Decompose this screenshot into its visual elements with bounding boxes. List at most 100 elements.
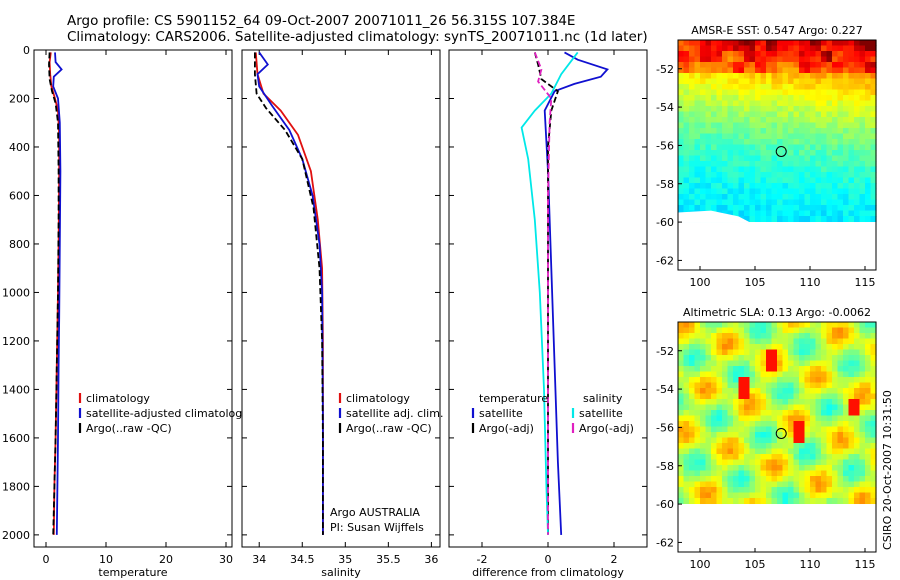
heatmap-cell	[832, 117, 839, 124]
heatmap-cell	[810, 106, 817, 113]
heatmap-cell	[733, 166, 740, 173]
heatmap-cell	[760, 155, 767, 162]
heatmap-cell	[777, 155, 784, 162]
heatmap-cell	[722, 84, 729, 91]
heatmap-cell	[810, 338, 817, 345]
heatmap-cell	[865, 210, 872, 217]
heatmap-cell	[771, 476, 778, 483]
heatmap-cell	[694, 393, 701, 400]
heatmap-cell	[782, 188, 789, 195]
heatmap-cell	[700, 172, 707, 179]
heatmap-cell	[733, 344, 740, 351]
heatmap-cell	[738, 199, 745, 206]
heatmap-cell	[760, 333, 767, 340]
heatmap-cell	[837, 355, 844, 362]
heatmap-cell	[711, 465, 718, 472]
heatmap-cell	[733, 437, 740, 444]
heatmap-cell	[788, 410, 795, 417]
heatmap-cell	[744, 62, 751, 69]
heatmap-cell	[766, 454, 773, 461]
heatmap-cell	[689, 432, 696, 439]
heatmap-cell	[837, 360, 844, 367]
heatmap-cell	[837, 465, 844, 472]
heatmap-cell	[815, 62, 822, 69]
heatmap-cell	[711, 344, 718, 351]
heatmap-cell	[804, 117, 811, 124]
heatmap-cell	[755, 470, 762, 477]
heatmap-cell	[771, 62, 778, 69]
heatmap-cell	[678, 349, 685, 356]
heatmap-cell	[815, 481, 822, 488]
heatmap-cell	[744, 73, 751, 80]
heatmap-cell	[738, 122, 745, 129]
heatmap-cell	[793, 84, 800, 91]
heatmap-cell	[755, 360, 762, 367]
heatmap-cell	[837, 426, 844, 433]
y-tick-label: 1400	[2, 383, 30, 396]
heatmap-cell	[782, 144, 789, 151]
heatmap-cell	[788, 333, 795, 340]
heatmap-cell	[749, 155, 756, 162]
heatmap-cell	[777, 377, 784, 384]
heatmap-cell	[865, 437, 872, 444]
heatmap-cell	[771, 205, 778, 212]
heatmap-cell	[788, 188, 795, 195]
heatmap-cell	[777, 382, 784, 389]
heatmap-cell	[744, 100, 751, 107]
heatmap-cell	[870, 344, 877, 351]
heatmap-cell	[689, 338, 696, 345]
heatmap-cell	[705, 166, 712, 173]
heatmap-cell	[705, 205, 712, 212]
heatmap-cell	[804, 415, 811, 422]
heatmap-cell	[788, 73, 795, 80]
heatmap-cell	[821, 117, 828, 124]
heatmap-cell	[760, 216, 767, 223]
heatmap-cell	[826, 481, 833, 488]
heatmap-cell	[716, 492, 723, 499]
heatmap-cell	[826, 183, 833, 190]
heatmap-cell	[793, 172, 800, 179]
heatmap-cell	[826, 492, 833, 499]
heatmap-cell	[859, 45, 866, 52]
heatmap-cell	[760, 344, 767, 351]
heatmap-cell	[683, 443, 690, 450]
heatmap-cell	[799, 188, 806, 195]
heatmap-cell	[782, 155, 789, 162]
heatmap-cell	[683, 344, 690, 351]
heatmap-cell	[733, 106, 740, 113]
heatmap-cell	[843, 410, 850, 417]
heatmap-cell	[738, 106, 745, 113]
heatmap-cell	[870, 111, 877, 118]
heatmap-cell	[771, 366, 778, 373]
heatmap-cell	[821, 144, 828, 151]
heatmap-cell	[678, 139, 685, 146]
heatmap-cell	[810, 62, 817, 69]
heatmap-cell	[738, 410, 745, 417]
heatmap-cell	[777, 122, 784, 129]
heatmap-cell	[705, 183, 712, 190]
heatmap-cell	[694, 333, 701, 340]
heatmap-cell	[793, 155, 800, 162]
heatmap-cell	[782, 498, 789, 505]
heatmap-cell	[843, 415, 850, 422]
heatmap-cell	[854, 349, 861, 356]
heatmap-cell	[711, 382, 718, 389]
heatmap-cell	[683, 155, 690, 162]
heatmap-cell	[837, 371, 844, 378]
heatmap-cell	[832, 437, 839, 444]
heatmap-cell	[716, 111, 723, 118]
heatmap-cell	[738, 139, 745, 146]
heatmap-cell	[870, 481, 877, 488]
heatmap-cell	[755, 338, 762, 345]
heatmap-cell	[837, 188, 844, 195]
heatmap-cell	[832, 410, 839, 417]
heatmap-cell	[870, 437, 877, 444]
heatmap-cell	[678, 205, 685, 212]
series-line-salinity-satellite	[520, 51, 579, 535]
heatmap-cell	[722, 327, 729, 334]
heatmap-cell	[694, 366, 701, 373]
heatmap-cell	[716, 443, 723, 450]
heatmap-cell	[705, 56, 712, 63]
plot-frame	[33, 49, 233, 548]
heatmap-cell	[766, 78, 773, 85]
